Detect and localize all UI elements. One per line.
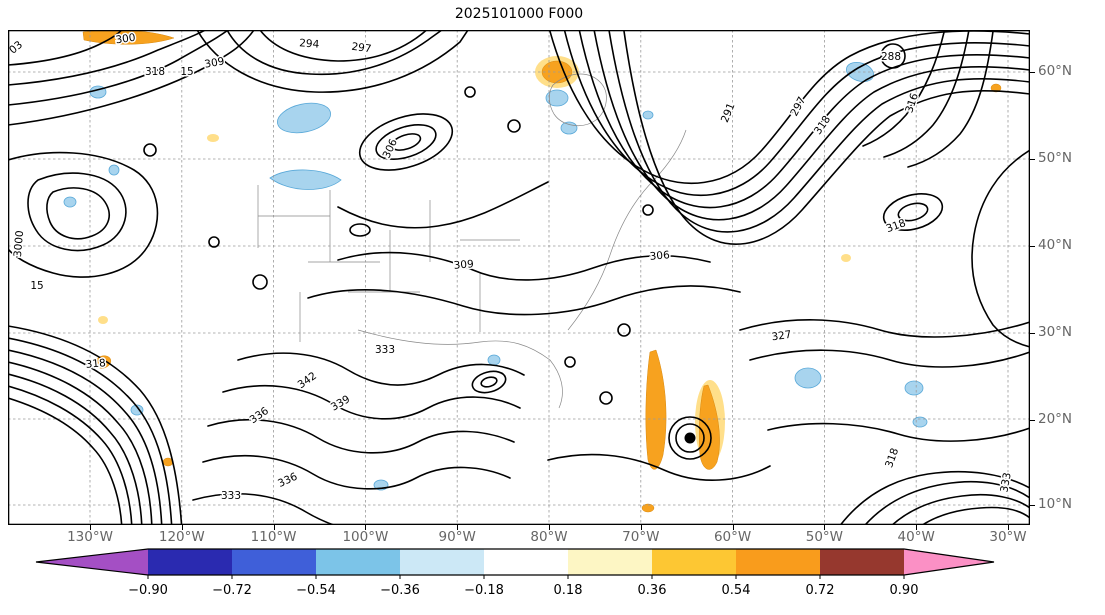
colorbar-tick-label: 0.18 [554, 583, 583, 598]
colorbar-tick-label: −0.90 [128, 583, 168, 598]
contour-label: 339 [329, 393, 352, 413]
contour-label: 318 [145, 66, 165, 78]
x-tickmark [1008, 525, 1009, 530]
y-tickmark [1030, 72, 1035, 73]
y-tick-label: 50°N [1038, 150, 1072, 166]
x-tickmark [549, 525, 550, 530]
colorbar-tick-label: −0.36 [380, 583, 420, 598]
colorbar-tick-label: 0.90 [890, 583, 919, 598]
contour-label: 333 [375, 344, 395, 356]
colorbar-segment [148, 549, 232, 575]
x-tick-label: 30°W [973, 529, 1043, 545]
x-tick-label: 130°W [55, 529, 125, 545]
x-tick-label: 90°W [422, 529, 492, 545]
colorbar-segment [316, 549, 400, 575]
map-svg: 0330031815309294297306288291297318316300… [8, 30, 1030, 525]
contour-label: 318 [85, 357, 106, 371]
colorbar-segment [568, 549, 652, 575]
colorbar-segment [820, 549, 904, 575]
colorbar-tick-label: 0.72 [806, 583, 835, 598]
colorbar-tick-label: 0.36 [638, 583, 667, 598]
contour-label: 309 [453, 258, 474, 272]
x-tickmark [274, 525, 275, 530]
colorbar: −0.90 −0.72 −0.54 −0.36 −0.18 0.18 0.36 0.54 0.7… [0, 545, 1105, 613]
y-tickmark [1030, 159, 1035, 160]
x-tickmark [90, 525, 91, 530]
figure: 2025101000 F000 [0, 0, 1105, 615]
contour-label: 15 [180, 66, 193, 78]
colorbar-left-arrow [36, 549, 148, 575]
x-tick-label: 100°W [330, 529, 400, 545]
x-tickmark [365, 525, 366, 530]
colorbar-segment [232, 549, 316, 575]
x-tickmark [733, 525, 734, 530]
contour-label: 316 [903, 91, 921, 114]
contour-label: 306 [649, 249, 670, 263]
contour-label: 291 [719, 101, 738, 124]
x-tickmark [824, 525, 825, 530]
map-border [9, 31, 1030, 525]
contour-label: 297 [351, 41, 373, 56]
x-tickmark [916, 525, 917, 530]
y-tick-label: 40°N [1038, 237, 1072, 253]
contour-label: 336 [276, 470, 300, 489]
storm-center-dot [685, 433, 696, 444]
contour-label: 327 [771, 329, 793, 344]
contour-labels: 0330031815309294297306288291297318316300… [8, 32, 1014, 502]
x-tickmark [457, 525, 458, 530]
colorbar-segment [484, 549, 568, 575]
x-tickmark [641, 525, 642, 530]
colorbar-tick-label: 0.54 [722, 583, 751, 598]
colorbar-tick-label: −0.72 [212, 583, 252, 598]
y-tick-label: 10°N [1038, 496, 1072, 512]
x-tick-label: 110°W [239, 529, 309, 545]
colorbar-segment [652, 549, 736, 575]
y-tick-label: 20°N [1038, 411, 1072, 427]
contour-label: 336 [248, 405, 272, 427]
contour-label: 15 [30, 280, 43, 292]
colorbar-segment [400, 549, 484, 575]
colorbar-tick-label: −0.18 [464, 583, 504, 598]
colorbar-svg: −0.90 −0.72 −0.54 −0.36 −0.18 0.18 0.36 0.54 0.7… [0, 545, 1105, 613]
contour-label: 288 [881, 51, 901, 63]
y-tickmark [1030, 505, 1035, 506]
y-tickmark [1030, 333, 1035, 334]
contour-label: 318 [883, 447, 901, 470]
contour-label: 306 [381, 137, 400, 161]
x-tick-label: 40°W [881, 529, 951, 545]
colorbar-tick-label: −0.54 [296, 583, 336, 598]
y-tick-label: 60°N [1038, 63, 1072, 79]
grid-lines [8, 30, 1030, 525]
contour-label: 03 [8, 39, 25, 57]
y-tickmark [1030, 246, 1035, 247]
x-tick-label: 80°W [514, 529, 584, 545]
contour-label: 342 [296, 370, 319, 391]
x-tick-label: 60°W [698, 529, 768, 545]
contour-label: 3000 [12, 230, 26, 258]
contour-label: 333 [221, 490, 241, 502]
x-tick-label: 120°W [147, 529, 217, 545]
x-tick-label: 50°W [789, 529, 859, 545]
map-plot: 0330031815309294297306288291297318316300… [8, 30, 1030, 525]
contour-label: 333 [998, 472, 1013, 494]
x-tickmark [182, 525, 183, 530]
y-tick-label: 30°N [1038, 324, 1072, 340]
y-tickmark [1030, 420, 1035, 421]
x-tick-label: 70°W [606, 529, 676, 545]
contour-lines [8, 30, 1030, 525]
colorbar-segment [736, 549, 820, 575]
contour-label: 309 [204, 55, 226, 70]
contour-label: 297 [788, 95, 808, 118]
contour-label: 294 [299, 37, 320, 50]
contour-label: 318 [885, 217, 908, 235]
page-title: 2025101000 F000 [8, 6, 1030, 22]
colorbar-right-arrow [904, 549, 994, 575]
